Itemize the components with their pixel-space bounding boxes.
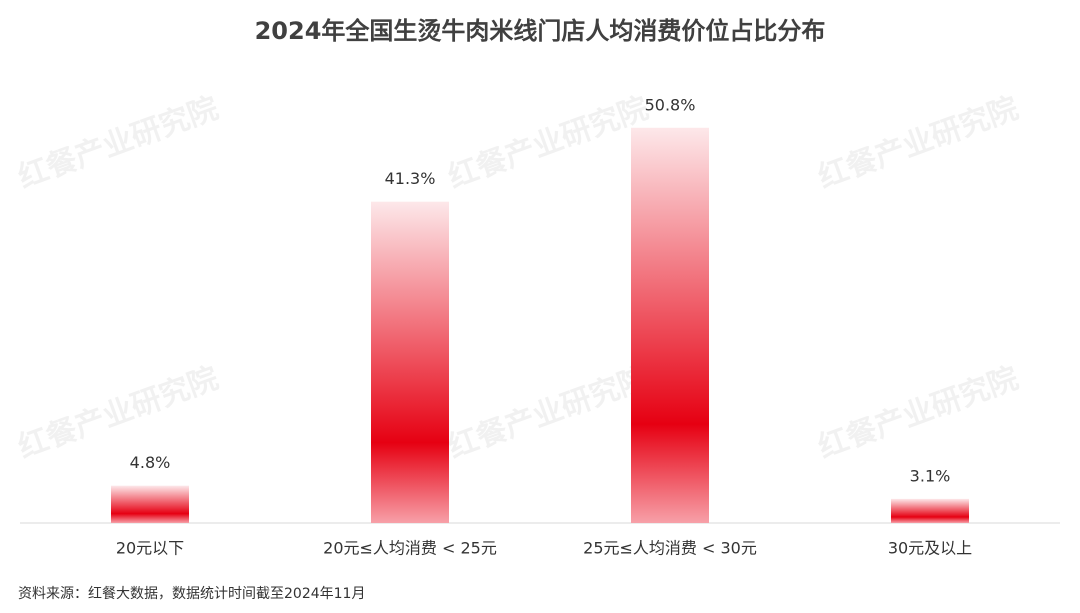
bar [371, 201, 449, 523]
watermark: 红餐产业研究院 [444, 361, 653, 466]
chart-title: 2024年全国生烫牛肉米线门店人均消费价位占比分布 [255, 17, 826, 45]
watermarks: 红餐产业研究院 红餐产业研究院 红餐产业研究院 红餐产业研究院 红餐产业研究院 … [14, 91, 1023, 466]
x-tick-label: 30元及以上 [888, 539, 972, 558]
value-label: 50.8% [645, 95, 696, 114]
source-note: 资料来源：红餐大数据，数据统计时间截至2024年11月 [18, 586, 365, 602]
value-label: 3.1% [910, 466, 951, 485]
bar [631, 127, 709, 523]
x-tick-label: 25元≤人均消费 < 30元 [583, 539, 757, 558]
watermark: 红餐产业研究院 [814, 361, 1023, 466]
watermark: 红餐产业研究院 [814, 91, 1023, 196]
watermark: 红餐产业研究院 [444, 91, 653, 196]
watermark: 红餐产业研究院 [14, 361, 223, 466]
x-tick-label: 20元≤人均消费 < 25元 [323, 539, 497, 558]
watermark: 红餐产业研究院 [14, 91, 223, 196]
x-tick-label: 20元以下 [116, 539, 184, 558]
bar [891, 498, 969, 523]
value-label: 41.3% [385, 169, 436, 188]
value-label: 4.8% [130, 453, 171, 472]
bar [111, 485, 189, 523]
